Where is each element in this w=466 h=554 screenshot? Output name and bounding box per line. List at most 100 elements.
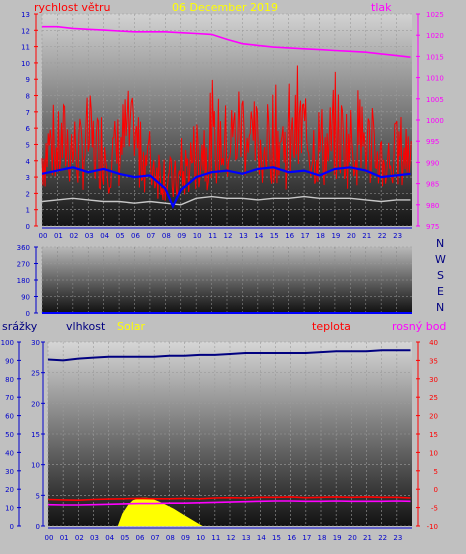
bottom-x-tick-label: 00 — [45, 534, 54, 542]
bottom-vlhkost-tick-label: 10 — [31, 462, 40, 470]
bottom-vlhkost-tick-label: 5 — [36, 492, 40, 500]
bottom-vlhkost-tick-label: 0 — [36, 523, 40, 531]
series-rychlost-vetru — [41, 65, 412, 201]
bottom-vlhkost-tick-label: 25 — [31, 370, 40, 378]
bottom-vlhkost-tick-label: 20 — [31, 400, 40, 408]
bottom-x-tick-label: 23 — [393, 534, 402, 542]
bottom-x-tick-label: 11 — [211, 534, 220, 542]
mid-y-tick-label: 270 — [17, 261, 30, 269]
top-right-tick-label: 1010 — [426, 75, 444, 83]
bottom-x-tick-label: 12 — [227, 534, 236, 542]
top-x-tick-label: 11 — [208, 232, 217, 240]
bottom-x-tick-label: 22 — [378, 534, 387, 542]
top-x-tick-label: 19 — [331, 232, 340, 240]
bottom-x-tick-label: 04 — [105, 534, 114, 542]
bottom-x-tick-label: 19 — [333, 534, 342, 542]
top-x-tick-label: 07 — [146, 232, 155, 240]
top-x-tick-label: 20 — [347, 232, 356, 240]
bottom-x-tick-label: 02 — [75, 534, 84, 542]
compass-n2: N — [436, 301, 444, 314]
top-x-tick-label: 18 — [316, 232, 325, 240]
bottom-teplota-tick-label: 25 — [429, 394, 438, 402]
top-right-tick-label: 990 — [426, 159, 439, 167]
bottom-srazky-tick-label: 0 — [10, 523, 14, 531]
top-left-tick-label: 3 — [26, 174, 30, 182]
bottom-x-tick-label: 07 — [151, 534, 160, 542]
top-left-tick-label: 9 — [26, 76, 30, 84]
bottom-teplota-tick-label: 40 — [429, 339, 438, 347]
compass-e: E — [437, 285, 444, 298]
bottom-srazky-tick-label: 100 — [1, 339, 14, 347]
top-right-tick-label: 980 — [426, 202, 439, 210]
series-rosny-bod — [47, 500, 411, 506]
series-teplota — [47, 496, 411, 502]
mid-y-tick-label: 360 — [17, 244, 30, 252]
top-left-tick-label: 10 — [21, 60, 30, 68]
mid-y-tick-label: 90 — [21, 294, 30, 302]
bottom-teplota-tick-label: 15 — [429, 431, 438, 439]
compass-s: S — [437, 269, 444, 282]
top-left-tick-label: 11 — [21, 44, 30, 52]
top-left-tick-label: 8 — [26, 93, 30, 101]
bottom-teplota-tick-label: 20 — [429, 413, 438, 421]
top-left-tick-label: 13 — [21, 11, 30, 19]
top-title-left: rychlost větru — [34, 1, 110, 14]
bottom-vlhkost-tick-label: 15 — [31, 431, 40, 439]
top-x-tick-label: 03 — [85, 232, 94, 240]
top-x-tick-label: 02 — [69, 232, 78, 240]
compass-w: W — [435, 253, 446, 266]
label-solar: Solar — [117, 320, 146, 333]
bottom-x-tick-label: 09 — [181, 534, 190, 542]
top-left-tick-label: 6 — [26, 125, 31, 133]
top-x-tick-label: 17 — [301, 232, 310, 240]
bottom-srazky-tick-label: 30 — [5, 468, 14, 476]
top-right-tick-label: 1020 — [426, 32, 444, 40]
bottom-x-tick-label: 10 — [196, 534, 205, 542]
top-left-tick-label: 2 — [26, 190, 30, 198]
top-title-date: 06 December 2019 — [172, 1, 278, 14]
top-x-tick-label: 00 — [39, 232, 48, 240]
bottom-x-tick-label: 06 — [136, 534, 145, 542]
top-x-tick-label: 04 — [100, 232, 109, 240]
bottom-x-tick-label: 13 — [242, 534, 251, 542]
top-x-tick-label: 12 — [224, 232, 233, 240]
bottom-srazky-tick-label: 20 — [5, 486, 14, 494]
top-right-tick-label: 1000 — [426, 117, 444, 125]
bottom-x-tick-label: 01 — [60, 534, 69, 542]
bottom-x-tick-label: 21 — [363, 534, 372, 542]
bottom-teplota-tick-label: -10 — [427, 523, 438, 531]
bottom-x-tick-label: 15 — [272, 534, 281, 542]
top-x-tick-label: 15 — [270, 232, 279, 240]
bottom-teplota-tick-label: 5 — [434, 468, 438, 476]
bottom-srazky-tick-label: 60 — [5, 413, 14, 421]
bottom-teplota-tick-label: 30 — [429, 376, 438, 384]
label-vlhkost: vlhkost — [66, 320, 106, 333]
label-srazky: srážky — [2, 320, 38, 333]
bottom-x-tick-label: 20 — [348, 534, 357, 542]
bottom-x-tick-label: 03 — [90, 534, 99, 542]
top-left-tick-label: 7 — [26, 109, 30, 117]
top-right-tick-label: 1025 — [426, 11, 444, 19]
bottom-x-tick-label: 17 — [302, 534, 311, 542]
top-x-tick-label: 21 — [362, 232, 371, 240]
top-right-tick-label: 975 — [426, 223, 439, 231]
top-x-tick-label: 13 — [239, 232, 248, 240]
bottom-srazky-tick-label: 10 — [5, 505, 14, 513]
compass-n1: N — [436, 237, 444, 250]
top-right-tick-label: 1005 — [426, 96, 444, 104]
bottom-srazky-tick-label: 50 — [5, 431, 14, 439]
series-vlhkost — [47, 349, 411, 362]
top-x-tick-label: 16 — [285, 232, 294, 240]
bottom-x-tick-label: 05 — [120, 534, 129, 542]
bottom-x-tick-label: 14 — [257, 534, 266, 542]
top-right-tick-label: 995 — [426, 138, 439, 146]
bottom-srazky-tick-label: 70 — [5, 394, 14, 402]
bottom-srazky-tick-label: 40 — [5, 449, 14, 457]
bottom-x-tick-label: 16 — [287, 534, 296, 542]
series-solar — [117, 497, 203, 526]
top-x-tick-label: 01 — [54, 232, 63, 240]
series-min — [41, 195, 411, 206]
label-rosny-bod: rosný bod — [392, 320, 446, 333]
series-tlak — [42, 25, 411, 58]
